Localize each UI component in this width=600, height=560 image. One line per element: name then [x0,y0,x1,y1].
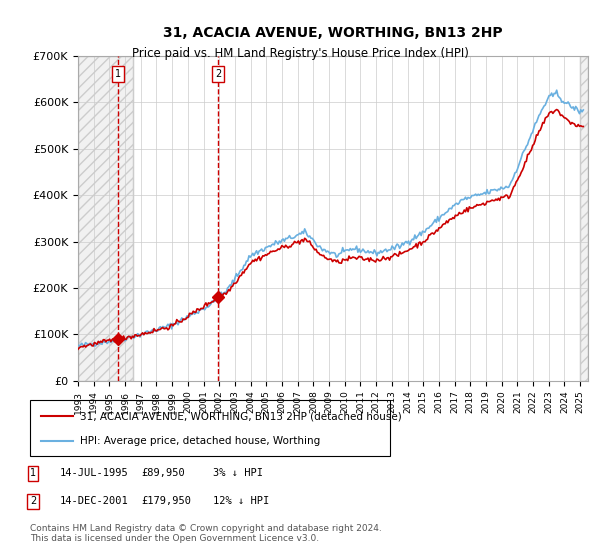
Bar [78,56,133,381]
Bar [78,56,133,381]
Bar [580,56,588,381]
Text: Contains HM Land Registry data © Crown copyright and database right 2024.
This d: Contains HM Land Registry data © Crown c… [30,524,382,543]
Text: 2: 2 [215,69,221,79]
Text: Price paid vs. HM Land Registry's House Price Index (HPI): Price paid vs. HM Land Registry's House … [131,46,469,60]
Text: 14-JUL-1995: 14-JUL-1995 [60,468,129,478]
Text: 3% ↓ HPI: 3% ↓ HPI [213,468,263,478]
Title: 31, ACACIA AVENUE, WORTHING, BN13 2HP: 31, ACACIA AVENUE, WORTHING, BN13 2HP [163,26,503,40]
Text: HPI: Average price, detached house, Worthing: HPI: Average price, detached house, Wort… [80,436,320,446]
Text: 1: 1 [30,468,36,478]
Bar [580,56,588,381]
Text: £179,950: £179,950 [141,496,191,506]
Text: 12% ↓ HPI: 12% ↓ HPI [213,496,269,506]
Text: 1: 1 [115,69,121,79]
Text: 31, ACACIA AVENUE, WORTHING, BN13 2HP (detached house): 31, ACACIA AVENUE, WORTHING, BN13 2HP (d… [80,411,402,421]
Text: 2: 2 [30,496,36,506]
Text: £89,950: £89,950 [141,468,185,478]
Text: 14-DEC-2001: 14-DEC-2001 [60,496,129,506]
